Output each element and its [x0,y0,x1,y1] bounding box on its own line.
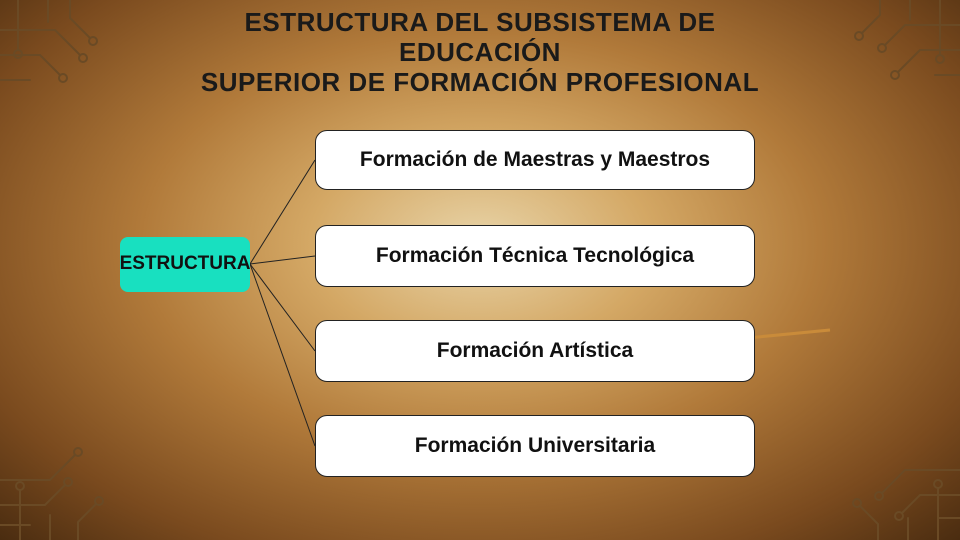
tree-child-label: Formación Técnica Tecnológica [376,244,694,268]
tree-root: ESTRUCTURA [120,237,250,292]
tree-child: Formación Artística [315,320,755,382]
tree-child: Formación de Maestras y Maestros [315,130,755,190]
tree-root-label: ESTRUCTURA [120,254,251,275]
tree-child-label: Formación Universitaria [415,434,655,458]
tree-child: Formación Universitaria [315,415,755,477]
title-line1: ESTRUCTURA DEL SUBSISTEMA DE EDUCACIÓN [245,7,716,67]
tree-child-label: Formación Artística [437,339,633,363]
slide-title: ESTRUCTURA DEL SUBSISTEMA DE EDUCACIÓN S… [170,8,790,98]
title-line2: SUPERIOR DE FORMACIÓN PROFESIONAL [201,67,759,97]
tree-child-label: Formación de Maestras y Maestros [360,148,710,172]
tree-child: Formación Técnica Tecnológica [315,225,755,287]
